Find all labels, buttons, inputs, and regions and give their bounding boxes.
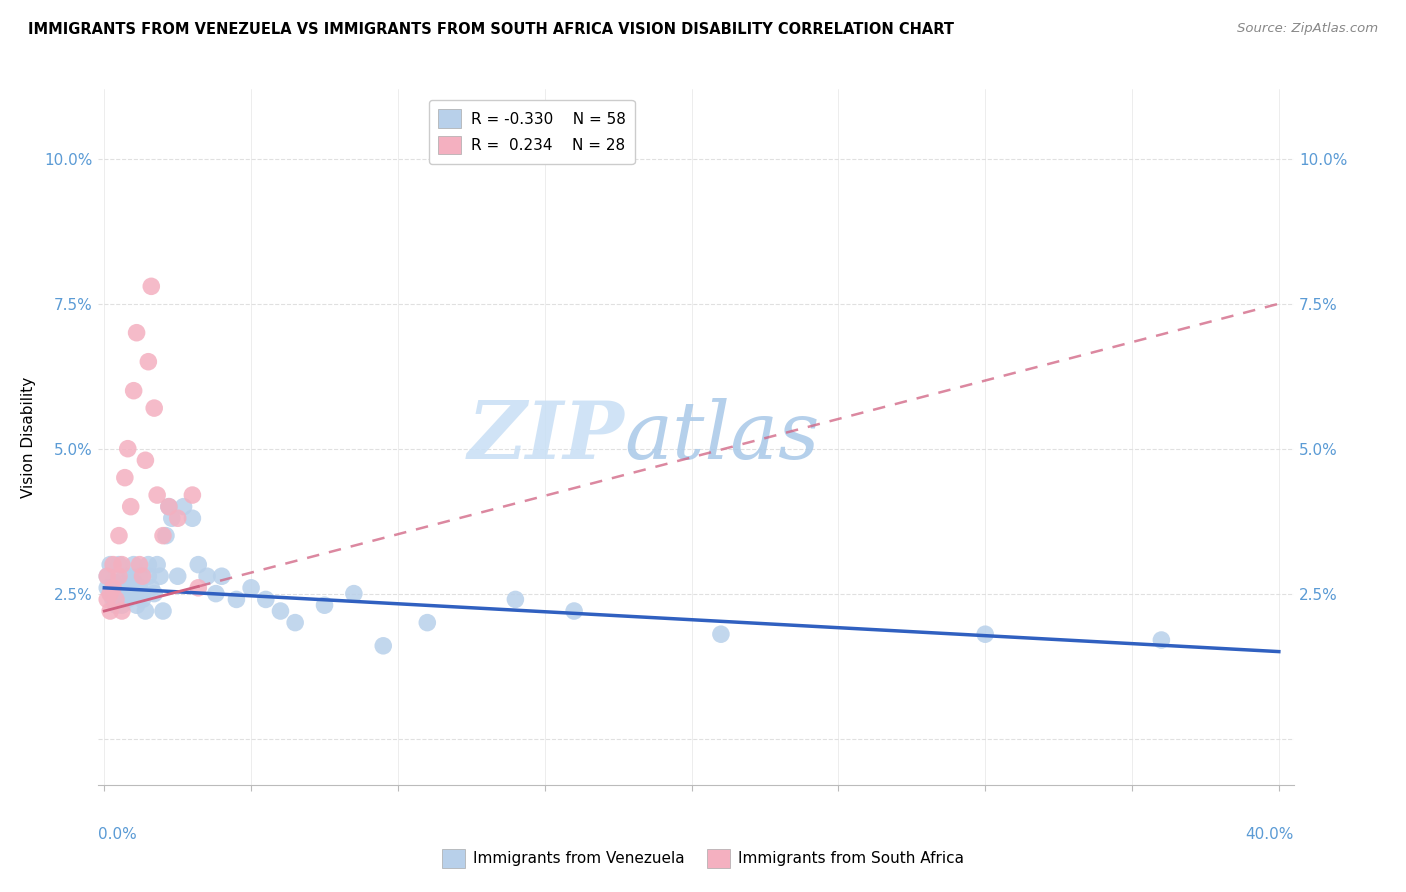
Point bbox=[974, 627, 997, 641]
Point bbox=[108, 528, 131, 542]
Point bbox=[173, 500, 195, 514]
Point bbox=[101, 558, 124, 572]
Point bbox=[122, 574, 145, 589]
Y-axis label: Vision Disability: Vision Disability bbox=[21, 376, 37, 498]
Point bbox=[143, 587, 166, 601]
Point bbox=[195, 569, 218, 583]
Point bbox=[181, 511, 204, 525]
Point bbox=[128, 558, 150, 572]
Text: 40.0%: 40.0% bbox=[1246, 827, 1294, 842]
Point bbox=[146, 488, 169, 502]
Point bbox=[96, 569, 118, 583]
Point bbox=[134, 453, 156, 467]
Point bbox=[120, 581, 142, 595]
Text: ZIP: ZIP bbox=[467, 399, 624, 475]
Point bbox=[117, 592, 139, 607]
Point bbox=[96, 592, 118, 607]
Text: 0.0%: 0.0% bbox=[98, 827, 138, 842]
Point bbox=[108, 569, 131, 583]
Text: Source: ZipAtlas.com: Source: ZipAtlas.com bbox=[1237, 22, 1378, 36]
Point bbox=[138, 569, 160, 583]
Point bbox=[120, 569, 142, 583]
Point bbox=[96, 581, 118, 595]
Point bbox=[125, 587, 148, 601]
Point bbox=[98, 587, 121, 601]
Point bbox=[138, 558, 160, 572]
Point bbox=[114, 569, 136, 583]
Point bbox=[314, 598, 336, 612]
Point bbox=[152, 604, 174, 618]
Point bbox=[254, 592, 277, 607]
Point bbox=[117, 442, 139, 456]
Point bbox=[146, 558, 169, 572]
Point bbox=[149, 569, 172, 583]
Point bbox=[141, 581, 163, 595]
Point bbox=[143, 401, 166, 415]
Point bbox=[225, 592, 247, 607]
Point bbox=[111, 587, 134, 601]
Point bbox=[114, 581, 136, 595]
Point bbox=[105, 581, 128, 595]
Point bbox=[111, 558, 134, 572]
Point bbox=[152, 528, 174, 542]
Point bbox=[155, 528, 177, 542]
Point bbox=[160, 511, 183, 525]
Point bbox=[134, 604, 156, 618]
Point bbox=[343, 587, 366, 601]
Legend: Immigrants from Venezuela, Immigrants from South Africa: Immigrants from Venezuela, Immigrants fr… bbox=[436, 843, 970, 873]
Point bbox=[98, 604, 121, 618]
Point bbox=[211, 569, 233, 583]
Point bbox=[101, 581, 124, 595]
Point bbox=[416, 615, 439, 630]
Legend: R = -0.330    N = 58, R =  0.234    N = 28: R = -0.330 N = 58, R = 0.234 N = 28 bbox=[429, 100, 634, 163]
Point bbox=[98, 587, 121, 601]
Point bbox=[141, 279, 163, 293]
Point bbox=[181, 488, 204, 502]
Point bbox=[505, 592, 527, 607]
Point bbox=[101, 574, 124, 589]
Point bbox=[120, 500, 142, 514]
Text: IMMIGRANTS FROM VENEZUELA VS IMMIGRANTS FROM SOUTH AFRICA VISION DISABILITY CORR: IMMIGRANTS FROM VENEZUELA VS IMMIGRANTS … bbox=[28, 22, 955, 37]
Point bbox=[122, 384, 145, 398]
Point bbox=[96, 569, 118, 583]
Point bbox=[205, 587, 228, 601]
Point bbox=[125, 326, 148, 340]
Point bbox=[166, 511, 188, 525]
Point bbox=[373, 639, 395, 653]
Point bbox=[240, 581, 263, 595]
Point bbox=[105, 598, 128, 612]
Point bbox=[98, 558, 121, 572]
Point bbox=[187, 558, 209, 572]
Text: atlas: atlas bbox=[624, 399, 820, 475]
Point bbox=[108, 574, 131, 589]
Point bbox=[128, 581, 150, 595]
Point bbox=[157, 500, 180, 514]
Point bbox=[131, 569, 153, 583]
Point bbox=[131, 592, 153, 607]
Point bbox=[125, 598, 148, 612]
Point bbox=[284, 615, 307, 630]
Point bbox=[269, 604, 291, 618]
Point bbox=[105, 592, 128, 607]
Point bbox=[122, 558, 145, 572]
Point bbox=[710, 627, 733, 641]
Point bbox=[131, 587, 153, 601]
Point bbox=[117, 587, 139, 601]
Point bbox=[128, 569, 150, 583]
Point bbox=[111, 598, 134, 612]
Point bbox=[166, 569, 188, 583]
Point bbox=[114, 470, 136, 484]
Point bbox=[157, 500, 180, 514]
Point bbox=[1150, 633, 1173, 648]
Point bbox=[101, 592, 124, 607]
Point bbox=[138, 354, 160, 368]
Point bbox=[562, 604, 585, 618]
Point bbox=[108, 558, 131, 572]
Point bbox=[111, 604, 134, 618]
Point bbox=[187, 581, 209, 595]
